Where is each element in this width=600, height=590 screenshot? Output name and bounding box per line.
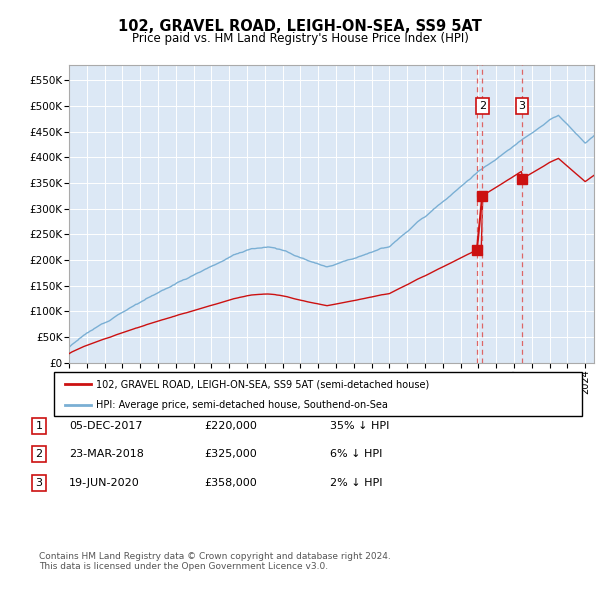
Text: 2: 2 [35,450,43,459]
Text: £220,000: £220,000 [204,421,257,431]
Text: Contains HM Land Registry data © Crown copyright and database right 2024.
This d: Contains HM Land Registry data © Crown c… [39,552,391,571]
Text: 35% ↓ HPI: 35% ↓ HPI [330,421,389,431]
Text: 102, GRAVEL ROAD, LEIGH-ON-SEA, SS9 5AT (semi-detached house): 102, GRAVEL ROAD, LEIGH-ON-SEA, SS9 5AT … [96,379,430,389]
Text: £325,000: £325,000 [204,450,257,459]
Text: 3: 3 [35,478,43,487]
Text: 23-MAR-2018: 23-MAR-2018 [69,450,144,459]
Text: 3: 3 [518,101,526,111]
Text: 2: 2 [479,101,486,111]
Text: 1: 1 [35,421,43,431]
Text: 6% ↓ HPI: 6% ↓ HPI [330,450,382,459]
Text: Price paid vs. HM Land Registry's House Price Index (HPI): Price paid vs. HM Land Registry's House … [131,32,469,45]
Text: 05-DEC-2017: 05-DEC-2017 [69,421,143,431]
Text: 19-JUN-2020: 19-JUN-2020 [69,478,140,487]
Text: £358,000: £358,000 [204,478,257,487]
Text: 2% ↓ HPI: 2% ↓ HPI [330,478,383,487]
Text: 102, GRAVEL ROAD, LEIGH-ON-SEA, SS9 5AT: 102, GRAVEL ROAD, LEIGH-ON-SEA, SS9 5AT [118,19,482,34]
Text: HPI: Average price, semi-detached house, Southend-on-Sea: HPI: Average price, semi-detached house,… [96,400,388,410]
